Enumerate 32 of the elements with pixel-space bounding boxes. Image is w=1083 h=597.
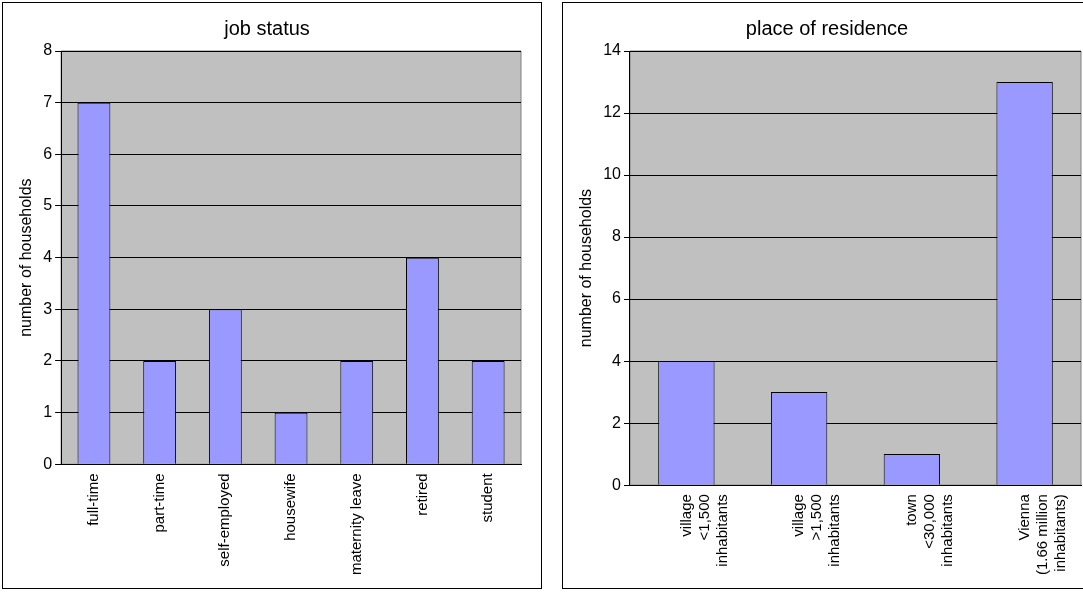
y-tick-label: 1 — [43, 403, 53, 421]
y-tick-label: 8 — [43, 41, 53, 59]
chart-title: place of residence — [745, 16, 909, 39]
x-tick-label: self-employed — [215, 473, 233, 567]
y-tick-label: 6 — [612, 289, 622, 307]
x-tick-label: part-time — [149, 473, 167, 533]
y-tick-label: 4 — [43, 248, 53, 266]
y-tick-label: 2 — [43, 351, 53, 369]
x-tick-label: maternity leave — [346, 473, 364, 576]
y-tick-label: 8 — [612, 227, 622, 245]
x-tick-label: full-time — [84, 473, 102, 526]
y-tick-label: 14 — [603, 41, 622, 59]
y-tick-label: 5 — [43, 196, 53, 214]
x-tick-label: retired — [412, 473, 430, 516]
x-tick-label: student — [478, 472, 496, 523]
x-tick-label: Vienna (1.66 million inhabitants) — [1014, 493, 1068, 576]
y-tick-label: 0 — [43, 454, 53, 472]
x-tick-label: housewife — [281, 473, 299, 541]
y-tick-label: 12 — [603, 103, 622, 121]
y-tick-label: 2 — [612, 413, 622, 431]
chart-title: job status — [223, 16, 310, 39]
y-tick-label: 6 — [43, 144, 53, 162]
x-tick-label: village <1,500 inhabitants — [676, 494, 730, 567]
x-tick-label: town <30,000 inhabitants — [902, 494, 956, 567]
y-tick-label: 7 — [43, 93, 53, 111]
y-axis-title: number of households — [577, 188, 595, 348]
y-tick-label: 4 — [612, 351, 622, 369]
y-tick-label: 3 — [43, 299, 53, 317]
x-tick-label: village >1,500 inhabitants — [789, 494, 843, 567]
y-axis-title: number of households — [17, 178, 35, 337]
y-tick-label: 10 — [603, 165, 622, 183]
y-tick-label: 0 — [612, 475, 622, 493]
